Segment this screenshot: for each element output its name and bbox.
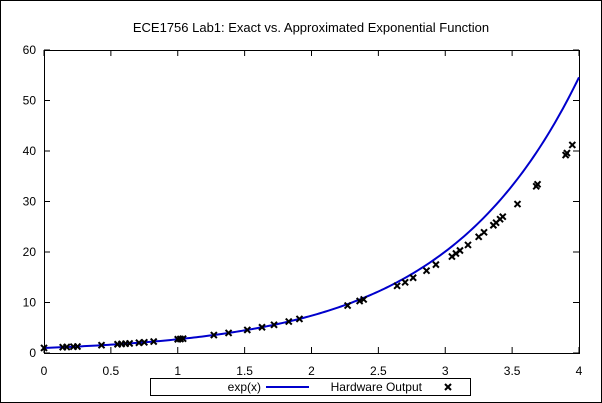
data-point xyxy=(210,331,218,339)
data-point xyxy=(568,141,577,149)
legend: exp(x) Hardware Output xyxy=(150,378,471,396)
data-point xyxy=(224,329,233,337)
x-tick-label: 1.5 xyxy=(236,364,253,378)
data-point xyxy=(343,301,352,310)
data-point xyxy=(73,342,82,351)
data-point xyxy=(295,315,304,323)
data-point xyxy=(63,343,71,351)
data-point xyxy=(97,341,106,349)
data-point xyxy=(285,317,293,326)
data-point xyxy=(359,295,368,304)
data-point xyxy=(513,200,522,208)
data-point xyxy=(258,323,266,331)
x-tick-label: 2 xyxy=(308,364,315,378)
data-point xyxy=(480,228,488,237)
x-tick-label: 1 xyxy=(174,364,181,378)
x-tick-label: 4 xyxy=(576,364,583,378)
legend-label-exp: exp(x) xyxy=(228,380,261,394)
x-tick-label: 2.5 xyxy=(370,364,387,378)
y-tick-label: 10 xyxy=(23,296,37,310)
y-tick-label: 30 xyxy=(23,195,37,209)
legend-marker-x xyxy=(444,383,452,391)
data-point xyxy=(40,344,48,352)
data-point xyxy=(409,274,417,282)
legend-label-hardware: Hardware Output xyxy=(331,380,423,394)
data-point xyxy=(464,241,472,249)
legend-box xyxy=(150,378,471,396)
data-point xyxy=(355,297,364,305)
series-line-exp xyxy=(43,76,580,349)
data-point xyxy=(422,266,431,275)
y-tick-label: 50 xyxy=(23,94,37,108)
data-point xyxy=(270,321,278,329)
x-tick-label: 0.5 xyxy=(103,364,120,378)
data-point xyxy=(393,282,401,290)
x-axis: 0 0.5 1 1.5 2 2.5 3 3.5 4 xyxy=(41,50,583,378)
y-axis: 0 10 20 30 40 50 60 xyxy=(23,43,579,360)
x-tick-label: 0 xyxy=(41,364,48,378)
data-point xyxy=(499,212,507,221)
legend-swatch-hardware xyxy=(444,383,452,391)
x-tick-label: 3 xyxy=(442,364,449,378)
data-point xyxy=(125,339,134,348)
data-point xyxy=(179,335,187,343)
data-point xyxy=(140,338,149,347)
data-point xyxy=(401,278,409,287)
data-point xyxy=(149,337,158,346)
series-layer xyxy=(40,76,580,352)
y-tick-label: 60 xyxy=(23,43,37,57)
y-tick-label: 20 xyxy=(23,245,37,259)
y-tick-label: 40 xyxy=(23,144,37,158)
y-tick-label: 0 xyxy=(29,346,36,360)
x-tick-label: 3.5 xyxy=(504,364,521,378)
data-point xyxy=(533,180,542,189)
data-point xyxy=(456,246,464,255)
chart-title: ECE1756 Lab1: Exact vs. Approximated Exp… xyxy=(133,20,489,35)
data-point xyxy=(432,260,440,269)
data-point xyxy=(243,326,252,334)
data-point xyxy=(563,149,571,157)
